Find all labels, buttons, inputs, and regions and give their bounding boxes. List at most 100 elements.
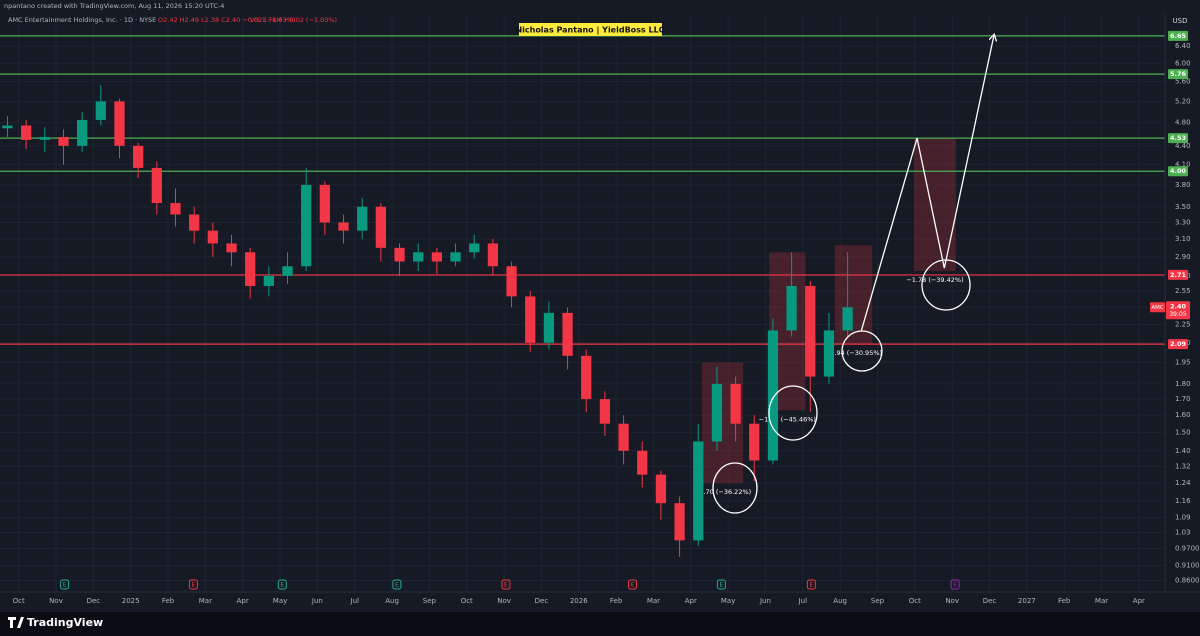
x-tick-label: Dec <box>983 597 997 605</box>
circle <box>768 385 818 441</box>
logo <box>8 617 24 628</box>
candle-body <box>487 243 499 267</box>
event-marker <box>716 579 726 590</box>
event-label: E <box>953 582 957 589</box>
candle-body <box>375 206 386 248</box>
y-tick-label: 2.90 <box>1175 253 1191 261</box>
y-tick-label: 1.95 <box>1175 359 1191 367</box>
y-tick-label: 1.60 <box>1175 411 1191 419</box>
brand: TradingView <box>27 616 103 629</box>
level-tag <box>1168 30 1188 41</box>
y-tick-label: 1.03 <box>1175 529 1191 537</box>
event-label: E <box>395 582 399 589</box>
candle-body <box>655 474 667 504</box>
x-tick-label: Mar <box>199 597 212 605</box>
symbol-label: AMC <box>1151 305 1164 311</box>
x-tick-label: Oct <box>461 597 473 605</box>
y-tick-label: 1.40 <box>1175 447 1191 455</box>
event-label: E <box>192 582 196 589</box>
range-box <box>834 245 873 345</box>
y-tick-label: 3.10 <box>1175 235 1191 243</box>
range-label: −0.94 (−30.95%) <box>825 349 882 357</box>
x-tick-label: Aug <box>385 597 399 605</box>
y-tick-label: 5.60 <box>1175 78 1191 86</box>
event-marker <box>950 579 960 590</box>
candle-body <box>133 145 144 168</box>
candle-body <box>450 252 461 262</box>
level-tag <box>1168 269 1188 280</box>
x-tick-label: Jun <box>759 597 771 605</box>
event-label: E <box>63 582 67 589</box>
y-tick-label: 3.80 <box>1175 181 1191 189</box>
circle <box>921 259 971 311</box>
ohlc: O2.42 H2.49 L2.38 C2.40 −0.02 (−1.03%) <box>158 16 295 24</box>
x-tick-label: Jun <box>311 597 323 605</box>
y-tick-label: 3.30 <box>1175 218 1191 226</box>
y-tick-label: 6.00 <box>1175 59 1191 67</box>
candle-body <box>301 184 312 267</box>
x-tick-label: Apr <box>1133 597 1145 605</box>
candle-body <box>282 266 293 276</box>
candle-body <box>95 101 106 120</box>
candle-body <box>2 125 13 129</box>
candle-body <box>842 307 853 331</box>
level-label: 2.71 <box>1170 271 1187 279</box>
level-label: 2.09 <box>1170 340 1187 348</box>
candle-body <box>693 441 704 541</box>
x-tick-label: Nov <box>945 597 959 605</box>
x-tick-label: Nov <box>49 597 63 605</box>
level-tag <box>1168 339 1188 350</box>
x-tick-label: Sep <box>871 597 885 605</box>
candle-body <box>823 330 835 377</box>
candle-body <box>637 450 648 475</box>
x-tick-label: May <box>721 597 735 605</box>
candle-body <box>357 206 368 231</box>
y-tick-label: 1.16 <box>1175 497 1191 505</box>
x-tick-label: Oct <box>13 597 25 605</box>
countdown: 39:05 <box>1169 311 1186 318</box>
x-tick-label: Jul <box>798 597 808 605</box>
last-price: 2.40 <box>1170 302 1187 310</box>
candle-body <box>767 330 779 461</box>
range-label: −0.70 (−36.22%) <box>694 488 751 496</box>
range-label: −1.35 (−45.46%) <box>759 415 816 423</box>
y-tick-label: 1.50 <box>1175 428 1191 436</box>
candle-body <box>151 167 162 204</box>
event-label: E <box>809 582 813 589</box>
y-tick-label: 6.40 <box>1175 42 1191 50</box>
candle-body <box>805 285 816 377</box>
candle-body <box>413 252 424 262</box>
x-tick-label: 2025 <box>122 597 140 605</box>
candle-body <box>21 125 32 140</box>
x-tick-label: 2027 <box>1018 597 1036 605</box>
x-tick-label: Feb <box>162 597 175 605</box>
projection-arrow <box>860 35 994 331</box>
candle-body <box>58 136 69 146</box>
candle-body <box>189 214 200 231</box>
circle <box>841 330 883 372</box>
x-tick-label: Apr <box>237 597 249 605</box>
candle-body <box>114 101 125 146</box>
plot: −0.70 (−36.22%) −1.35 (−45.46%) −0.94 (−30… <box>0 35 1165 557</box>
range-label: −1.78 (−39.42%) <box>906 276 963 284</box>
candle-body <box>170 203 181 215</box>
y-tick-label: 0.9700 <box>1175 544 1200 552</box>
y-tick-label: 0.8600 <box>1175 577 1200 585</box>
candle-body <box>394 247 405 262</box>
y-tick-label: 4.10 <box>1175 161 1191 169</box>
candle-body <box>599 399 611 424</box>
candle-body <box>319 184 330 223</box>
watermark: Nicholas Pantano | YieldBoss LLC <box>515 26 664 35</box>
candle-body <box>674 503 685 541</box>
y-tick-label: 1.80 <box>1175 380 1191 388</box>
candle-body <box>338 222 349 231</box>
candle-body <box>543 312 555 343</box>
event-marker <box>392 579 402 590</box>
volume: Vol 1.76M −0.02 (−1.03%) <box>250 16 337 24</box>
level-label: 4.00 <box>1170 167 1187 175</box>
y-tick-label: 3.50 <box>1175 203 1191 211</box>
x-tick-label: Mar <box>647 597 660 605</box>
y-tick-label: 1.09 <box>1175 513 1191 521</box>
grid <box>0 14 1165 592</box>
